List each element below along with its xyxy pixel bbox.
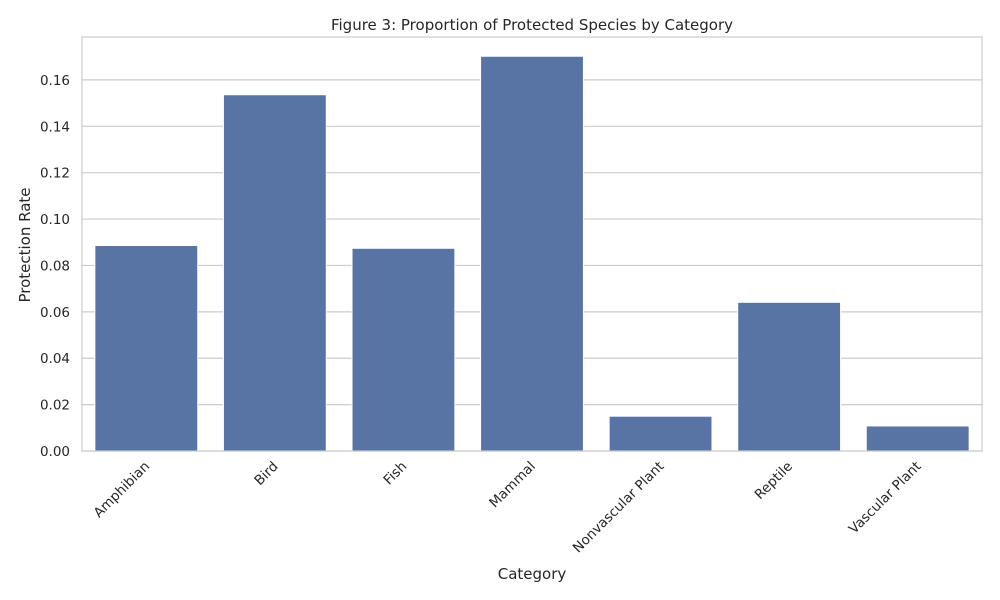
bar-amphibian — [94, 245, 199, 452]
y-tick-label: 0.08 — [40, 258, 70, 274]
bar-mammal — [480, 55, 584, 452]
x-tick-label: Reptile — [752, 459, 796, 503]
bar-reptile — [737, 301, 842, 452]
x-tick-label: Amphibian — [91, 459, 154, 522]
y-tick-label: 0.04 — [40, 351, 70, 367]
x-tick-label: Mammal — [486, 459, 539, 512]
bar-fish — [351, 247, 456, 452]
bar-bird — [222, 94, 327, 452]
y-tick-label: 0.02 — [40, 398, 70, 414]
bar-nonvascular-plant — [608, 415, 713, 452]
bar-vascular-plant — [865, 425, 970, 452]
y-tick-label: 0.12 — [40, 166, 70, 182]
x-tick-label: Bird — [251, 459, 281, 489]
x-tick-labels: Amphibian Bird Fish Mammal Nonvascular Plant… — [91, 459, 925, 557]
x-tick-label: Nonvascular Plant — [570, 459, 668, 557]
y-axis-label: Protection Rate — [16, 187, 34, 302]
chart-title: Figure 3: Proportion of Protected Specie… — [331, 16, 733, 34]
y-tick-label: 0.00 — [40, 444, 70, 460]
bars — [94, 55, 970, 452]
x-tick-label: Fish — [380, 459, 410, 489]
y-tick-label: 0.06 — [40, 305, 70, 321]
plot-frame — [81, 36, 983, 452]
x-tick-label: Vascular Plant — [846, 459, 925, 538]
y-tick-label: 0.16 — [40, 73, 70, 89]
x-axis-label: Category — [498, 565, 567, 583]
y-tick-label: 0.10 — [40, 212, 70, 228]
y-tick-labels: 0.00 0.02 0.04 0.06 0.08 0.10 0.12 0.14 0.16 — [40, 73, 70, 460]
y-tick-label: 0.14 — [40, 119, 70, 135]
